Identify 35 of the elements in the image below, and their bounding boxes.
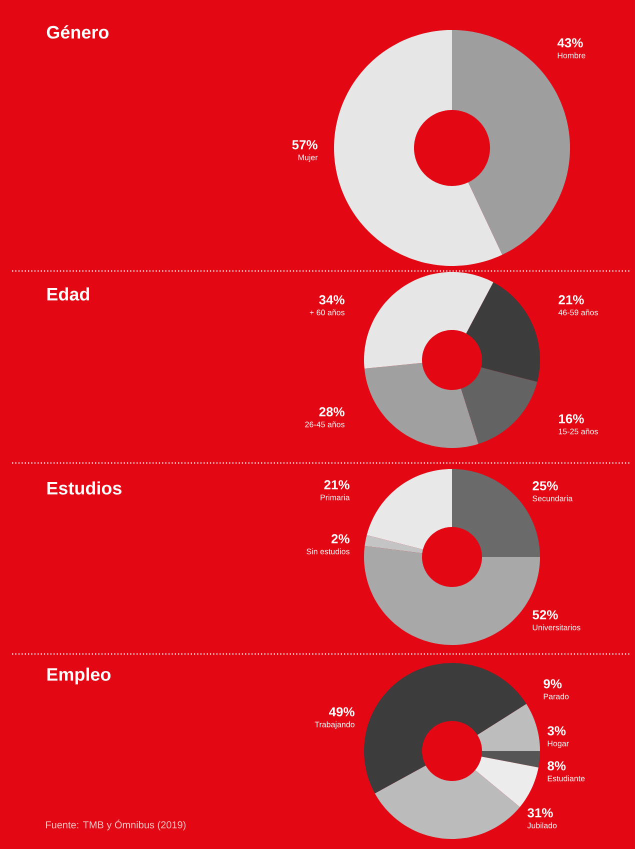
slice-label: Sin estudios xyxy=(306,548,350,554)
data-label: 52% xyxy=(532,610,558,620)
slice-label: + 60 años xyxy=(310,309,345,316)
slice-label: 15-25 años xyxy=(558,428,598,434)
data-label: 2% xyxy=(331,534,350,544)
data-label: 16% xyxy=(559,414,584,424)
slice-label: Mujer xyxy=(298,154,318,162)
data-label: 21% xyxy=(324,480,350,490)
slice-label: Jubilado xyxy=(527,822,557,828)
slice-label: Parado xyxy=(544,693,569,700)
slice-label: Primaria xyxy=(320,494,350,500)
data-label: 49% xyxy=(328,707,354,716)
data-label: 28% xyxy=(319,407,344,416)
data-label: 43% xyxy=(557,38,583,48)
slice-label: Estudiante xyxy=(548,775,585,782)
data-label: 25% xyxy=(532,481,558,490)
data-label: 31% xyxy=(528,808,553,818)
text: Edad xyxy=(47,287,90,301)
slice-label: 26-45 años xyxy=(305,421,345,428)
slice-label: 46-59 años xyxy=(558,309,598,316)
data-label: 3% xyxy=(548,726,566,736)
data-label: 8% xyxy=(548,761,566,770)
text: Estudios xyxy=(47,481,122,495)
slice-label: Trabajando xyxy=(314,721,354,729)
text: Género xyxy=(46,25,109,39)
data-label: 57% xyxy=(292,140,318,150)
data-label: 34% xyxy=(319,295,344,304)
data-label: 21% xyxy=(558,295,584,304)
source-note: Fuente: TMB y Ómnibus (2019) xyxy=(46,820,186,830)
text: Empleo xyxy=(47,668,111,684)
data-label: 9% xyxy=(544,679,562,688)
slice-label: Secundaria xyxy=(532,495,573,502)
slice-label: Hogar xyxy=(548,740,569,748)
slice-label: Universitarios xyxy=(532,624,580,630)
slice-label: Hombre xyxy=(558,52,586,58)
